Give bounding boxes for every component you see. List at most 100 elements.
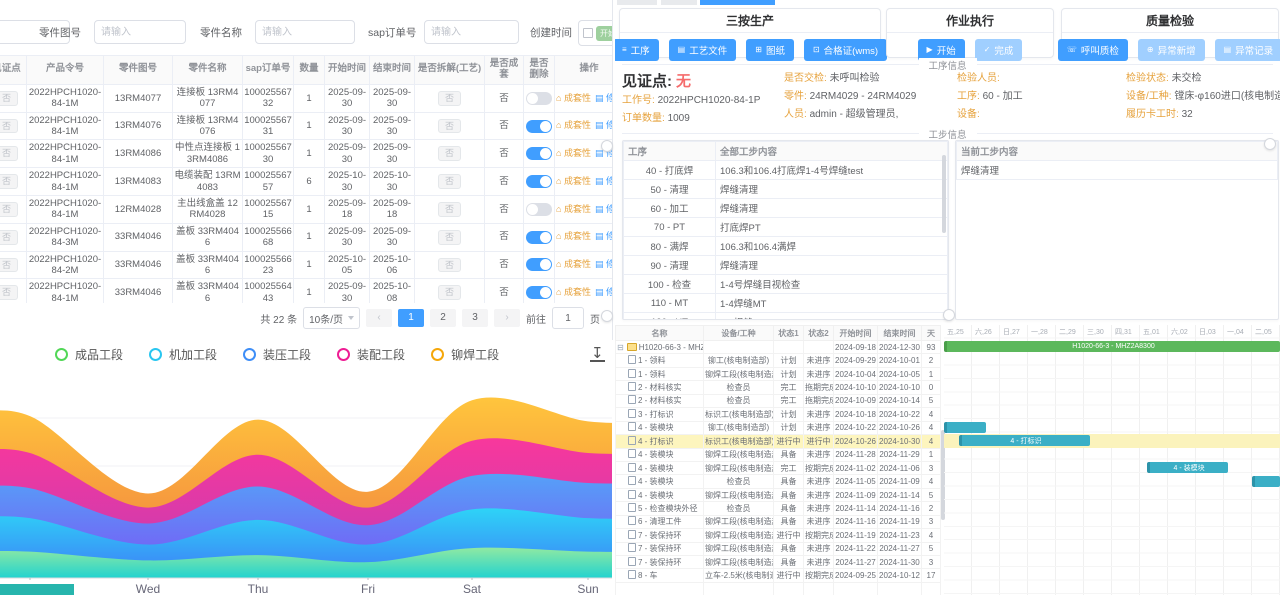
set-link[interactable]: ⌂ 成套性 xyxy=(556,231,591,242)
set-link[interactable]: ⌂ 成套性 xyxy=(556,175,591,186)
disabled-action-button[interactable]: ⊕ 异常新增 xyxy=(1137,39,1205,61)
gantt-row[interactable]: 7 - 装保持环铆焊工段(核电制造部)进行中按期完成2024-11-192024… xyxy=(615,528,941,543)
legend-item[interactable]: 铆焊工段 xyxy=(431,346,499,363)
action-button[interactable]: ▤ 工艺文件 xyxy=(668,39,737,61)
action-button[interactable]: ⊞ 图纸 xyxy=(746,39,794,61)
download-icon[interactable]: ↧ xyxy=(590,345,605,362)
action-button[interactable]: ▶ 开始 xyxy=(917,39,965,61)
table-row[interactable]: 否 2022HPCH1020-84-1M 13RM4083 电缆装配 13RM4083… xyxy=(0,167,612,196)
record-link[interactable]: ▤ 修改记录 xyxy=(595,176,612,186)
tab-inactive[interactable] xyxy=(661,0,697,5)
gantt-row[interactable]: ⊟H1020-66-3 - MHZ2A8300 2024-09-182024-12… xyxy=(615,339,941,355)
record-link[interactable]: ▤ 修改记录 xyxy=(595,259,612,269)
delete-toggle[interactable] xyxy=(526,202,552,216)
splitter-handle[interactable] xyxy=(943,309,955,321)
table-row[interactable]: 否 2022HPCH1020-84-1M 13RM4077 连接板 13RM4077 1… xyxy=(0,83,612,113)
table-row[interactable]: 否 2022HPCH1020-84-1M 13RM4086 中性点连接板 13RM40… xyxy=(0,139,612,169)
delete-toggle[interactable] xyxy=(526,258,552,272)
tab-active[interactable] xyxy=(700,0,775,5)
gantt-bar[interactable] xyxy=(944,421,986,433)
table-row[interactable]: 否 2022HPCH1020-84-1M 13RM4076 连接板 13RM4076 1… xyxy=(0,111,612,141)
record-link[interactable]: ▤ 修改记录 xyxy=(595,120,612,130)
current-step-row[interactable]: 焊缝清理 xyxy=(956,160,1278,180)
goto-page-input[interactable] xyxy=(552,307,584,329)
gantt-row[interactable]: 4 - 装模块铆焊工段(核电制造部)具备未进序2024-11-282024-11… xyxy=(615,447,941,462)
delete-toggle[interactable] xyxy=(526,147,552,161)
delete-toggle[interactable] xyxy=(526,286,552,300)
tab-inactive[interactable] xyxy=(617,0,657,5)
process-row[interactable]: 100 - 检查 1-4号焊缝目视检查 xyxy=(623,274,948,294)
record-link[interactable]: ▤ 修改记录 xyxy=(595,204,612,214)
gantt-row[interactable] xyxy=(615,581,941,595)
record-link[interactable]: ▤ 修改记录 xyxy=(595,231,612,241)
gantt-row[interactable]: 5 - 检查模块外径 检查员 具备 未进序 2024-11-14 2024-11-16 2 xyxy=(615,501,941,516)
legend-item[interactable]: 成品工段 xyxy=(55,346,123,363)
legend-item[interactable]: 装压工段 xyxy=(243,346,311,363)
gantt-row[interactable]: 4 - 装模块 检查员 具备 未进序 2024-11-05 2024-11-09 4 xyxy=(615,474,941,489)
process-row[interactable]: 110 - MT 1-4焊缝MT xyxy=(623,293,948,313)
gantt-row[interactable]: 7 - 装保持环铆焊工段(核电制造部)具备未进序2024-11-272024-1… xyxy=(615,554,941,570)
splitter-handle[interactable] xyxy=(601,140,613,152)
gantt-bar[interactable]: 4 - 打标识 xyxy=(959,435,1090,447)
next-page-button[interactable]: › xyxy=(494,309,520,327)
splitter-handle[interactable] xyxy=(601,310,613,322)
delete-toggle[interactable] xyxy=(526,230,552,244)
disabled-action-button[interactable]: ▤ 异常记录 xyxy=(1214,39,1280,61)
gantt-row[interactable]: 1 - 领料铆焊工段(核电制造部)计划未进序2024-10-042024-10-… xyxy=(615,366,941,382)
prev-page-button[interactable]: ‹ xyxy=(366,309,392,327)
page-size-select[interactable]: 10条/页 xyxy=(303,307,360,329)
table-row[interactable]: 否 2022HPCH1020-84-1M 33RM4046 盖板 33RM4046 10… xyxy=(0,278,612,303)
gantt-bar[interactable] xyxy=(1252,475,1280,487)
gantt-row[interactable]: 4 - 装模块铆焊工段(核电制造部)完工按期完成2024-11-022024-1… xyxy=(615,460,941,476)
start-date-pill[interactable]: 开始日期 xyxy=(596,25,612,41)
workload-stream-chart[interactable] xyxy=(0,388,612,580)
page-button[interactable]: 3 xyxy=(462,309,488,327)
process-row[interactable]: 90 - 清理 焊缝清理 xyxy=(623,255,948,275)
splitter-handle[interactable] xyxy=(1264,138,1276,150)
part-name-input[interactable] xyxy=(255,20,355,44)
set-link[interactable]: ⌂ 成套性 xyxy=(556,259,591,270)
sap-order-input[interactable] xyxy=(424,20,519,44)
set-link[interactable]: ⌂ 成套性 xyxy=(556,287,591,297)
table-row[interactable]: 否 2022HPCH1020-84-1M 12RM4028 主出线盒盖 12RM402… xyxy=(0,194,612,224)
record-link[interactable]: ▤ 修改记录 xyxy=(595,93,612,103)
delete-toggle[interactable] xyxy=(526,119,552,133)
process-row[interactable]: 120 - UT1-4焊缝UT xyxy=(623,312,948,319)
process-row[interactable]: 70 - PT 打底焊PT xyxy=(623,217,948,237)
table-row[interactable]: 否 2022HPCH1020-84-2M 33RM4046 盖板 33RM4046 10… xyxy=(0,250,612,280)
record-link[interactable]: ▤ 修改记录 xyxy=(595,287,612,297)
gantt-timeline[interactable]: 五,25 六,26 日,27 一,28 二,29 三,30 四,31 五,01 六,02 日,03… xyxy=(944,325,1280,595)
gantt-scrollbar[interactable] xyxy=(941,430,945,520)
gantt-bar[interactable]: H1020-66-3 - MHZ2A8300 xyxy=(944,341,1280,352)
process-row[interactable]: 80 - 满焊 106.3和106.4满焊 xyxy=(623,236,948,256)
disabled-action-button[interactable]: ✓ 完成 xyxy=(974,39,1023,61)
gantt-bar[interactable]: 4 - 装模块 xyxy=(1147,462,1229,474)
legend-item[interactable]: 装配工段 xyxy=(337,346,405,363)
legend-item[interactable]: 机加工段 xyxy=(149,346,217,363)
collapse-icon[interactable]: ⊟ xyxy=(617,342,624,352)
action-button[interactable]: ☏ 呼叫质检 xyxy=(1057,39,1128,61)
set-link[interactable]: ⌂ 成套性 xyxy=(556,120,591,131)
process-scrollbar[interactable] xyxy=(942,155,946,233)
gantt-row[interactable]: 4 - 打标识 标识工(核电制造部) 进行中 进行中 2024-10-26 2024-10… xyxy=(615,434,941,449)
gantt-row[interactable]: 7 - 装保持环铆焊工段(核电制造部)具备未进序2024-11-222024-1… xyxy=(615,541,941,557)
set-link[interactable]: ⌂ 成套性 xyxy=(556,148,591,159)
create-time-range-picker[interactable]: 开始日期 - 结束日期 xyxy=(578,20,612,46)
gantt-row[interactable]: 4 - 装模块 铆工(核电制造部) 计划 未进序 2024-10-22 2024-10-2… xyxy=(615,420,941,436)
process-row[interactable]: 60 - 加工 焊缝清理 xyxy=(623,198,948,218)
table-row[interactable]: 否 2022HPCH1020-84-3M 33RM4046 盖板 33RM4046 10… xyxy=(0,222,612,252)
process-row[interactable]: 40 - 打底焊 106.3和106.4打底焊1-4号焊缝test xyxy=(623,160,948,180)
gantt-row[interactable]: 8 - 车立车-2.5米(核电制造部)进行中按期完成2024-09-252024… xyxy=(615,568,941,583)
set-link[interactable]: ⌂ 成套性 xyxy=(556,203,591,214)
page-button[interactable]: 2 xyxy=(430,309,456,327)
gantt-row[interactable]: 1 - 领料 铆工(核电制造部) 计划 未进序 2024-09-29 2024-10-01… xyxy=(615,353,941,368)
process-row[interactable]: 50 - 清理 焊缝清理 xyxy=(623,179,948,199)
set-link[interactable]: ⌂ 成套性 xyxy=(556,92,591,103)
part-no-input[interactable] xyxy=(94,20,186,44)
action-button[interactable]: ≡ 工序 xyxy=(615,39,659,61)
action-button[interactable]: ⊡ 合格证(wms) xyxy=(803,39,888,61)
cut-filter-input[interactable] xyxy=(0,20,70,44)
gantt-row[interactable]: 6 - 清理工件铆焊工段(核电制造部)具备未进序2024-11-162024-1… xyxy=(615,514,941,530)
